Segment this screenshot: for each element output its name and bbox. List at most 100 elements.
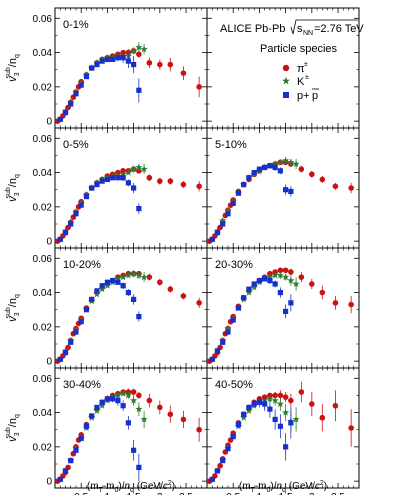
- y-axis-label-part: /n: [7, 178, 19, 187]
- proton-point: [89, 185, 95, 191]
- y-tick-label: 0: [46, 357, 52, 368]
- proton-point: [110, 175, 116, 181]
- proton-point: [120, 403, 126, 409]
- proton-point: [99, 58, 105, 64]
- pion-point: [157, 404, 163, 411]
- x-tick-label: 2.5: [179, 492, 193, 495]
- series-kaon: [61, 163, 148, 234]
- series-proton: [209, 397, 294, 483]
- kaon-point: [124, 391, 132, 399]
- proton-point: [251, 401, 257, 407]
- pion-point: [277, 267, 284, 274]
- pion-point: [309, 281, 315, 287]
- x-axis-label-part: 0: [266, 487, 270, 494]
- y-tick-label: 0.06: [33, 374, 53, 385]
- series-pion: [54, 388, 202, 484]
- proton-point: [220, 339, 226, 345]
- y-axis-label-part: v: [7, 75, 19, 82]
- series-kaon: [213, 395, 300, 474]
- proton-point: [220, 457, 226, 464]
- proton-point: [256, 277, 263, 284]
- pion-point: [196, 183, 202, 190]
- y-axis-label: v3sub/nq: [5, 414, 21, 442]
- proton-point: [78, 202, 84, 208]
- y-axis-label-part: v: [7, 195, 19, 202]
- pion-point: [348, 425, 354, 431]
- y-tick-label: 0: [46, 237, 52, 248]
- kaon-point: [219, 216, 227, 224]
- proton-point: [57, 356, 63, 363]
- y-tick-label: 0.06: [33, 14, 53, 25]
- energy-subscript: NN: [303, 30, 313, 37]
- x-axis-label-part: (GeV/: [286, 481, 315, 492]
- proton-point: [267, 406, 273, 412]
- proton-point: [78, 82, 84, 88]
- pion-point: [180, 181, 187, 188]
- kaon-point: [224, 324, 232, 332]
- pion-point: [309, 171, 315, 178]
- pion-point: [196, 300, 202, 306]
- proton-point: [235, 421, 242, 428]
- proton-point: [131, 61, 137, 68]
- pion-point: [298, 274, 305, 280]
- pion-point: [167, 61, 174, 68]
- legend-title: Particle species: [260, 43, 338, 55]
- proton-point: [83, 423, 90, 429]
- kaon-point: [135, 163, 143, 171]
- proton-point: [225, 445, 231, 452]
- proton-point: [120, 283, 126, 289]
- series-kaon: [61, 42, 148, 114]
- proton-point: [241, 181, 247, 188]
- proton-point: [125, 180, 131, 186]
- proton-point: [225, 329, 231, 335]
- proton-point: [104, 396, 111, 402]
- panel-3: 5-10%: [206, 127, 360, 249]
- pion-point: [288, 397, 294, 404]
- x-axis-label-part: (m: [87, 481, 99, 492]
- y-axis-label-part: 3: [14, 312, 21, 316]
- y-tick-label: 0.02: [33, 202, 53, 213]
- y-axis-label-part: /n: [7, 418, 19, 427]
- kaon-point: [130, 396, 138, 404]
- x-tick-label: 2: [157, 492, 163, 495]
- proton-point: [94, 288, 100, 294]
- proton-point: [73, 211, 79, 217]
- proton-point: [214, 348, 221, 354]
- proton-point: [262, 164, 268, 171]
- pion-point: [180, 70, 187, 76]
- pion-point: [157, 61, 163, 68]
- energy-label: s NN =2.76 TeV: [290, 19, 364, 37]
- legend-pion-sup: ±: [304, 61, 308, 68]
- legend-entry-pion: π ±: [282, 61, 308, 75]
- proton-point: [283, 444, 289, 450]
- series-proton: [209, 163, 294, 243]
- kaon-point: [276, 271, 284, 279]
- x-axis-labels: (mT-m0)/nq (GeV/c2) (mT-m0)/nq (GeV/c2): [87, 480, 327, 494]
- legend-pion-label: π: [297, 63, 305, 75]
- y-tick-label: 0.04: [33, 408, 53, 419]
- proton-point: [241, 295, 247, 301]
- proton-point: [94, 181, 100, 188]
- x-axis-label-part: (GeV/: [134, 481, 163, 492]
- pion-point: [319, 414, 326, 421]
- x-tick-label: 0.5: [226, 492, 240, 495]
- kaon-point: [245, 407, 253, 414]
- proton-point: [267, 277, 273, 284]
- series-kaon: [61, 269, 148, 354]
- proton-point: [131, 185, 137, 191]
- panel-7: 0.5 1 1.5 2 2.5 40-50%: [206, 367, 360, 495]
- legend-proton-marker: [283, 92, 289, 98]
- pion-point: [288, 269, 294, 275]
- kaon-point: [140, 273, 148, 281]
- kaon-point: [114, 391, 122, 399]
- kaon-point: [287, 158, 295, 166]
- x-tick-label: 1.5: [127, 492, 141, 495]
- kaon-point: [240, 413, 248, 421]
- proton-point: [83, 193, 90, 200]
- proton-point: [209, 476, 215, 483]
- x-axis-label-part: q: [130, 487, 134, 494]
- proton-point: [225, 211, 231, 217]
- centrality-label: 0-1%: [63, 19, 89, 31]
